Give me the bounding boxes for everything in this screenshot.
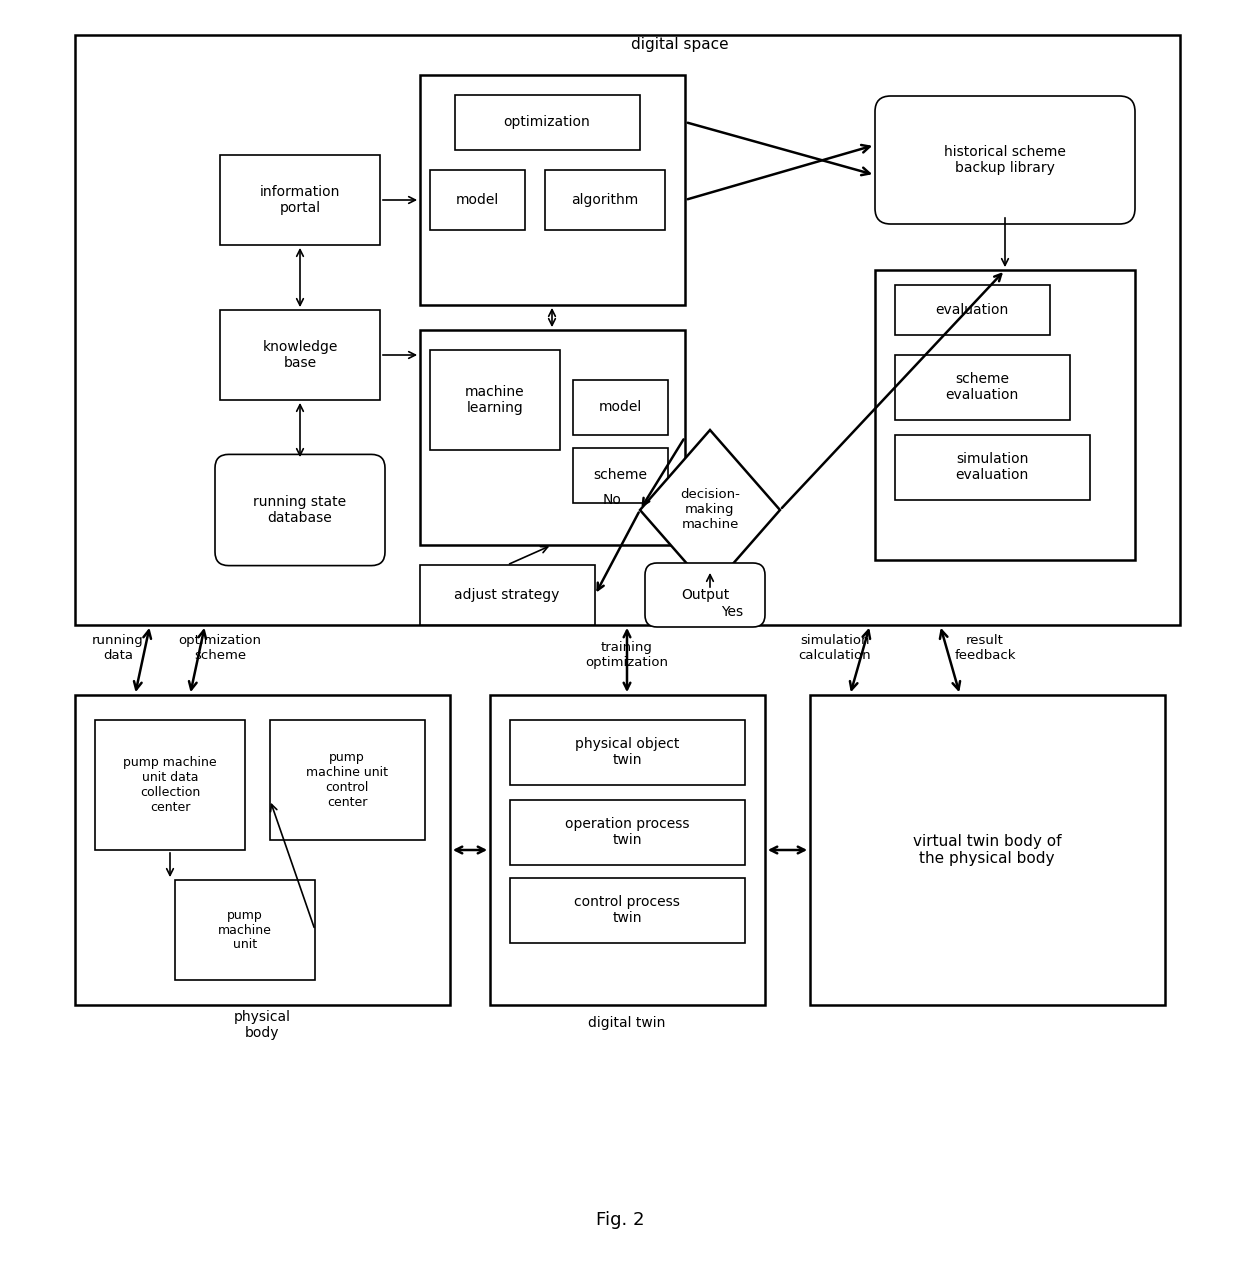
Text: optimization
scheme: optimization scheme	[179, 634, 262, 662]
Text: physical
body: physical body	[233, 1010, 290, 1041]
FancyBboxPatch shape	[895, 354, 1070, 420]
Text: result
feedback: result feedback	[955, 634, 1016, 662]
FancyBboxPatch shape	[645, 563, 765, 627]
Text: virtual twin body of
the physical body: virtual twin body of the physical body	[913, 834, 1061, 866]
Text: simulation
calculation: simulation calculation	[799, 634, 872, 662]
Text: running
data: running data	[92, 634, 144, 662]
Text: running state
database: running state database	[253, 495, 346, 525]
Text: optimization: optimization	[503, 115, 590, 129]
FancyBboxPatch shape	[74, 695, 450, 1005]
Text: scheme: scheme	[593, 468, 647, 482]
Text: No: No	[603, 492, 621, 506]
FancyBboxPatch shape	[420, 75, 684, 305]
Text: scheme
evaluation: scheme evaluation	[945, 372, 1018, 403]
Text: operation process
twin: operation process twin	[564, 817, 689, 847]
Text: decision-
making
machine: decision- making machine	[680, 489, 740, 532]
FancyBboxPatch shape	[546, 170, 665, 230]
Text: pump machine
unit data
collection
center: pump machine unit data collection center	[123, 756, 217, 814]
Text: model: model	[599, 400, 641, 414]
FancyBboxPatch shape	[420, 330, 684, 544]
Text: knowledge
base: knowledge base	[263, 339, 337, 370]
Text: Fig. 2: Fig. 2	[595, 1212, 645, 1229]
FancyBboxPatch shape	[455, 95, 640, 149]
Polygon shape	[640, 430, 780, 590]
FancyBboxPatch shape	[875, 270, 1135, 560]
FancyBboxPatch shape	[510, 800, 745, 865]
FancyBboxPatch shape	[895, 285, 1050, 335]
Text: historical scheme
backup library: historical scheme backup library	[944, 144, 1066, 175]
Text: simulation
evaluation: simulation evaluation	[955, 452, 1029, 482]
FancyBboxPatch shape	[215, 454, 384, 566]
FancyBboxPatch shape	[270, 720, 425, 841]
FancyBboxPatch shape	[430, 170, 525, 230]
Text: physical object
twin: physical object twin	[575, 737, 680, 767]
Bar	[195, 60, 1166, 615]
Text: pump
machine unit
control
center: pump machine unit control center	[306, 751, 388, 809]
FancyBboxPatch shape	[875, 96, 1135, 224]
Text: information
portal: information portal	[260, 185, 340, 215]
FancyBboxPatch shape	[74, 35, 1180, 625]
FancyBboxPatch shape	[510, 720, 745, 785]
FancyBboxPatch shape	[510, 879, 745, 943]
FancyBboxPatch shape	[573, 380, 668, 436]
Text: control process
twin: control process twin	[574, 895, 680, 925]
Text: pump
machine
unit: pump machine unit	[218, 909, 272, 952]
FancyBboxPatch shape	[895, 436, 1090, 500]
FancyBboxPatch shape	[430, 349, 560, 449]
FancyBboxPatch shape	[573, 448, 668, 503]
Text: training
optimization: training optimization	[585, 641, 668, 668]
FancyBboxPatch shape	[490, 695, 765, 1005]
Text: machine
learning: machine learning	[465, 385, 525, 415]
FancyBboxPatch shape	[175, 880, 315, 980]
Text: model: model	[455, 192, 498, 208]
Text: evaluation: evaluation	[935, 303, 1008, 316]
FancyBboxPatch shape	[95, 720, 246, 849]
Text: Output: Output	[681, 587, 729, 603]
Text: algorithm: algorithm	[572, 192, 639, 208]
FancyBboxPatch shape	[810, 695, 1166, 1005]
FancyBboxPatch shape	[420, 565, 595, 625]
FancyBboxPatch shape	[219, 310, 379, 400]
Text: adjust strategy: adjust strategy	[454, 587, 559, 603]
Text: digital space: digital space	[631, 38, 729, 52]
Text: digital twin: digital twin	[588, 1017, 666, 1031]
FancyBboxPatch shape	[219, 154, 379, 246]
Text: Yes: Yes	[720, 605, 743, 619]
